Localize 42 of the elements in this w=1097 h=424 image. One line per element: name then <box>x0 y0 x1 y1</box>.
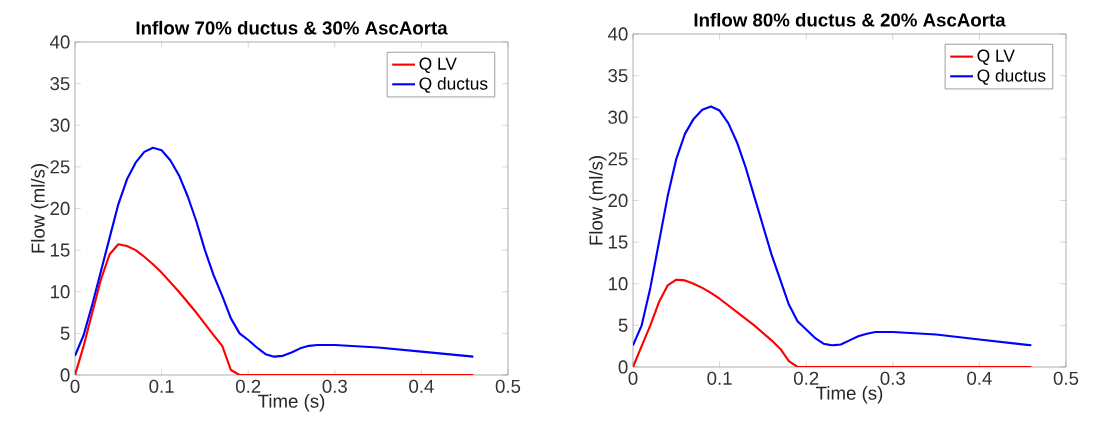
x-axis-title: Time (s) <box>816 386 883 404</box>
x-tick-label: 0 <box>628 371 638 385</box>
y-tick-label: 20 <box>50 201 70 216</box>
legend-label: Q LV <box>977 49 1015 65</box>
legend-label: Q ductus <box>419 77 488 93</box>
line-series <box>633 105 1033 347</box>
x-axis-title: Time (s) <box>258 394 325 412</box>
legend-label: Q LV <box>419 57 457 73</box>
line-series <box>75 146 475 358</box>
y-tick-label: 30 <box>50 118 70 132</box>
x-tick-label: 0.3 <box>322 379 347 393</box>
y-tick-label: 25 <box>608 152 628 166</box>
y-tick-label: 35 <box>50 76 70 91</box>
chart-title: Inflow 80% ductus & 20% AscAorta <box>694 12 1006 27</box>
x-tick-label: 0.4 <box>409 379 434 393</box>
x-tick-label: 0.2 <box>235 379 261 393</box>
y-tick-label: 0 <box>618 360 628 374</box>
y-axis-title: Flow (ml/s) <box>588 156 607 245</box>
y-tick-label: 10 <box>50 285 70 299</box>
x-tick-label: 0 <box>70 379 80 393</box>
y-tick-label: 5 <box>60 326 70 340</box>
chart-title: Inflow 70% ductus & 30% AscAorta <box>136 20 448 35</box>
y-tick-label: 25 <box>50 160 70 174</box>
y-tick-label: 10 <box>608 277 628 291</box>
x-tick-label: 0.2 <box>793 371 819 385</box>
y-tick-label: 5 <box>618 318 628 332</box>
line-series <box>75 243 475 375</box>
x-tick-label: 0.5 <box>1053 371 1079 385</box>
y-tick-label: 20 <box>608 193 628 208</box>
y-tick-label: 40 <box>49 35 70 49</box>
x-tick-label: 0.1 <box>707 371 732 385</box>
y-tick-label: 30 <box>608 110 628 124</box>
x-tick-label: 0.5 <box>495 379 521 393</box>
x-tick-label: 0.4 <box>967 371 992 385</box>
y-axis-title: Flow (ml/s) <box>30 164 49 253</box>
legend-label: Q ductus <box>977 69 1046 85</box>
x-tick-label: 0.3 <box>880 371 905 385</box>
y-tick-label: 15 <box>50 243 70 257</box>
x-tick-label: 0.1 <box>149 379 174 393</box>
y-tick-label: 35 <box>608 68 628 83</box>
y-tick-label: 40 <box>607 27 628 41</box>
y-tick-label: 15 <box>608 235 628 249</box>
